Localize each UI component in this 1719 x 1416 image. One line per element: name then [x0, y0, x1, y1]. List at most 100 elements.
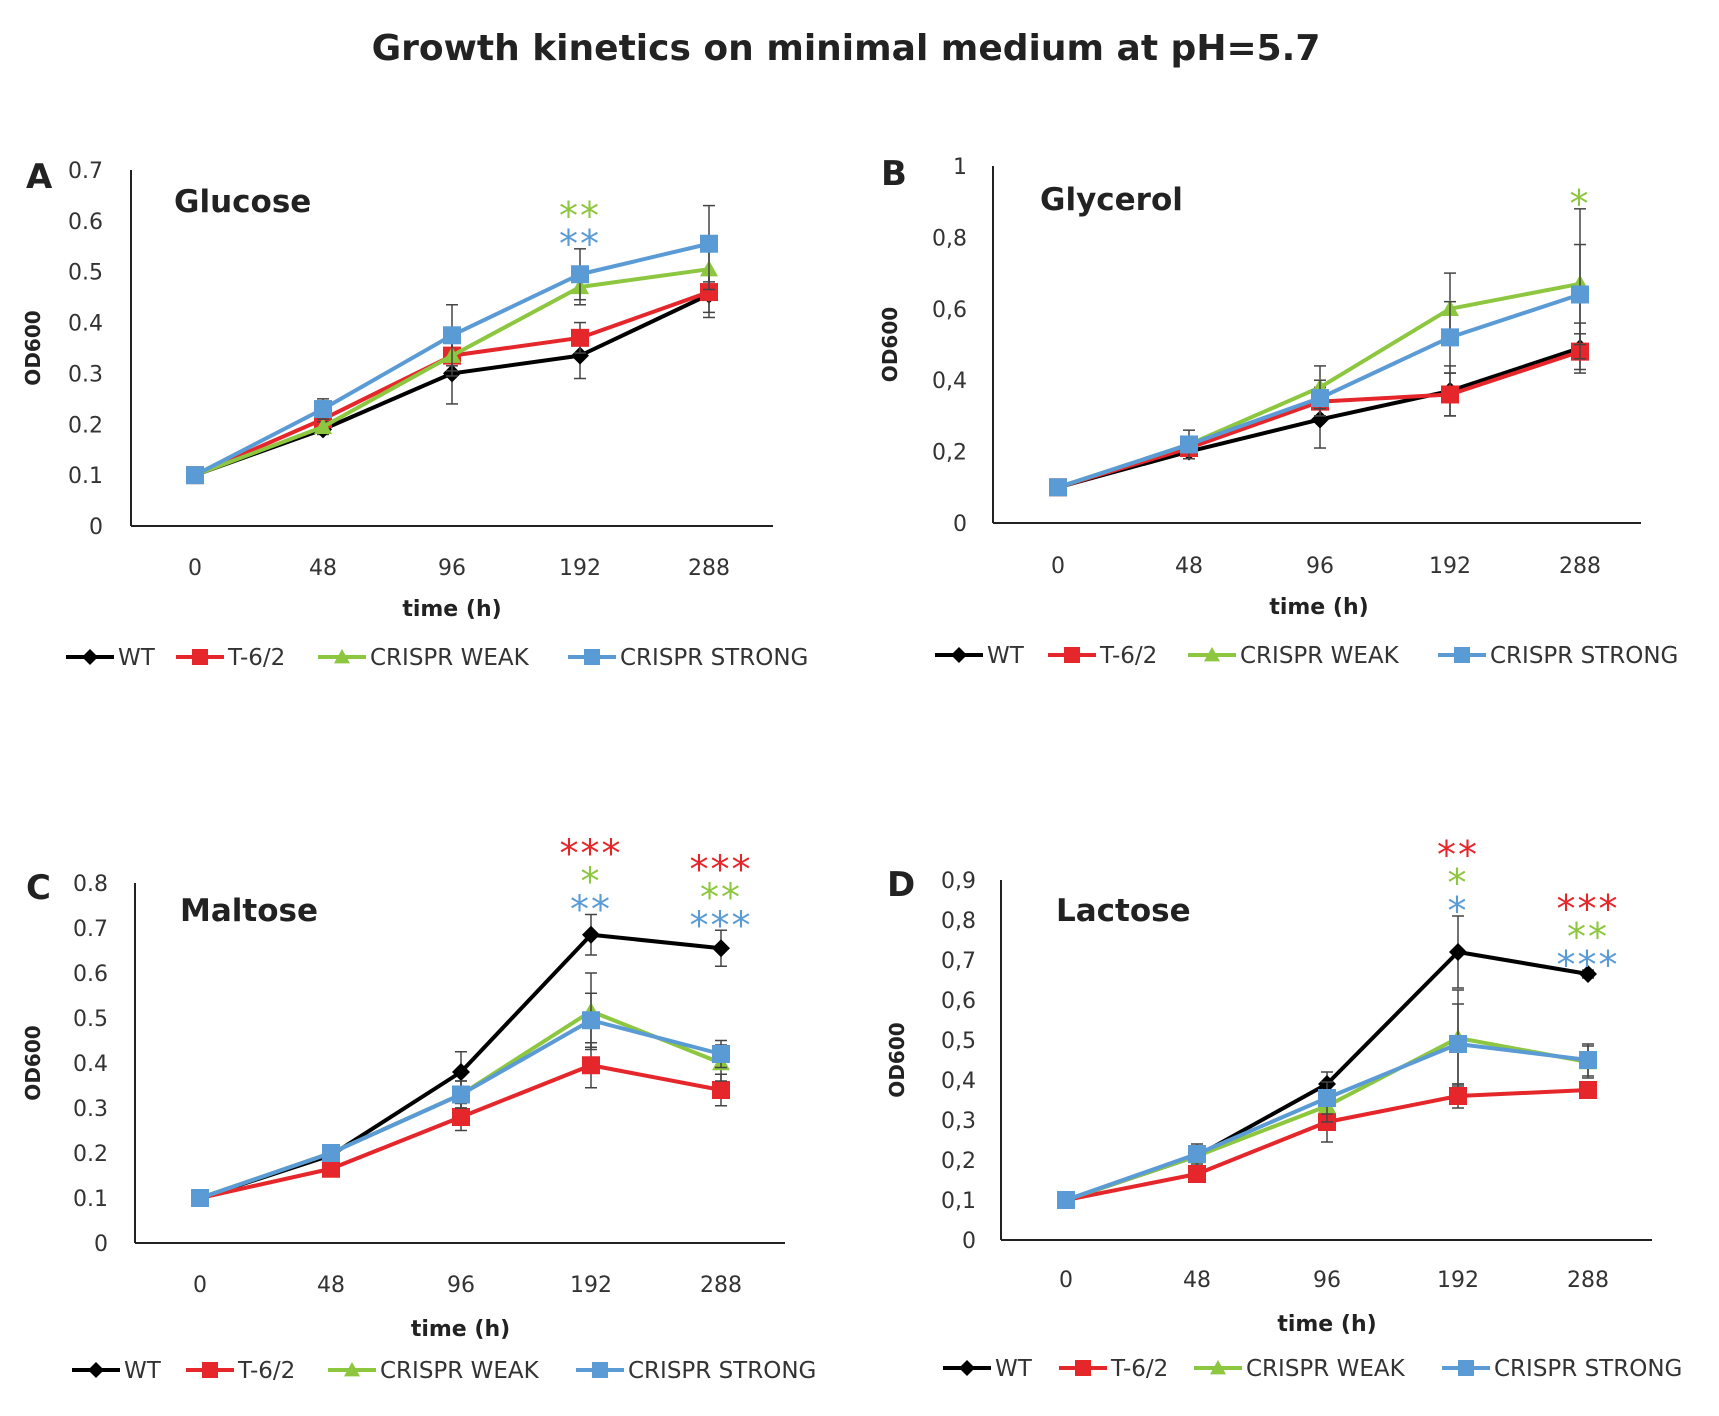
legend-label: T-6/2	[1099, 643, 1157, 669]
y-tick-label: 0.1	[73, 1187, 108, 1212]
y-axis-label: OD600	[878, 307, 902, 382]
x-tick-label: 48	[1183, 1268, 1211, 1293]
legend-item: T-6/2	[1048, 643, 1157, 669]
significance-marker: **	[559, 194, 601, 238]
y-tick-label: 0.7	[73, 917, 108, 942]
y-tick-label: 0.5	[73, 1007, 108, 1032]
y-tick-label: 0.2	[73, 1142, 108, 1167]
data-point	[700, 234, 718, 253]
panel-d: 0 0,1 0,2 0,3 0,4 0,5 0,6 0,7 0,8 0,9 0 48 96 192 288 t…	[885, 833, 1682, 1382]
series-crispr-strong	[1049, 243, 1589, 497]
y-tick-label: 0.3	[68, 362, 103, 387]
legend-label: CRISPR WEAK	[370, 645, 530, 671]
y-tick-label: 0,6	[932, 298, 967, 323]
panel-b: 0 0,2 0,4 0,6 0,8 1 0 48 96 192 288 time (h) OD600 B G…	[878, 154, 1678, 669]
y-tick-label: 0.8	[73, 872, 108, 897]
legend-item: CRISPR STRONG	[1442, 1356, 1682, 1382]
y-tick-label: 0,4	[932, 369, 967, 394]
legend-marker	[959, 1360, 975, 1376]
legend-item: T-6/2	[186, 1358, 295, 1384]
y-tick-label: 0.4	[68, 312, 103, 337]
legend-marker	[1454, 647, 1470, 663]
data-point	[571, 346, 589, 365]
x-axis-label: time (h)	[1277, 1312, 1376, 1337]
data-point	[1441, 328, 1459, 347]
legend-marker	[584, 649, 600, 665]
y-tick-label: 0,8	[941, 909, 976, 934]
legend-label: CRISPR WEAK	[1240, 643, 1400, 669]
data-point	[582, 925, 600, 944]
legend-marker	[592, 1362, 608, 1378]
y-tick-label: 0	[953, 512, 967, 537]
significance-marker: ***	[690, 903, 753, 947]
legend-label: WT	[124, 1358, 162, 1384]
y-axis-label: OD600	[21, 310, 45, 385]
legend-item: WT	[72, 1358, 162, 1384]
data-point	[452, 1063, 470, 1081]
panel-a: 0 0.1 0.2 0.3 0.4 0.5 0.6 0.7 0 48 96 192 288 time (h…	[21, 157, 808, 671]
data-point	[1311, 410, 1329, 429]
legend-marker	[1458, 1360, 1474, 1376]
legend-marker	[334, 649, 350, 664]
y-tick-label: 0,2	[941, 1149, 976, 1174]
significance-marker: ***	[1557, 943, 1620, 987]
y-tick-label: 0,2	[932, 441, 967, 466]
y-tick-label: 0,4	[941, 1069, 976, 1094]
x-axis-label: time (h)	[1269, 595, 1368, 620]
legend-marker	[1075, 1360, 1091, 1376]
legend-marker	[192, 649, 208, 665]
x-tick-label: 48	[317, 1273, 345, 1298]
significance-marker: **	[570, 888, 612, 932]
data-point	[1311, 389, 1329, 408]
x-tick-label: 0	[1051, 554, 1065, 579]
data-point	[582, 1056, 600, 1075]
x-axis-label: time (h)	[411, 1317, 510, 1342]
y-tick-label: 0.6	[73, 962, 108, 987]
y-tick-label: 0	[94, 1232, 108, 1257]
data-point	[322, 1144, 340, 1162]
y-tick-label: 0.3	[73, 1097, 108, 1122]
legend-label: CRISPR STRONG	[1494, 1356, 1682, 1382]
y-tick-label: 0,1	[941, 1189, 976, 1214]
x-tick-label: 288	[688, 556, 730, 581]
data-point	[452, 1085, 470, 1104]
data-point	[712, 939, 730, 958]
y-tick-label: 0,9	[941, 869, 976, 894]
legend-item: CRISPR WEAK	[1194, 1356, 1406, 1382]
legend-label: WT	[995, 1356, 1033, 1382]
data-point	[1057, 1191, 1075, 1209]
significance-marker: ***	[560, 832, 623, 876]
significance-marker: *	[1448, 861, 1469, 905]
data-point	[1579, 1051, 1597, 1069]
panel-letter: B	[881, 154, 907, 194]
data-point	[1188, 1165, 1206, 1183]
panel-title: Maltose	[180, 893, 318, 929]
data-point	[314, 417, 332, 435]
significance-marker: *	[1570, 182, 1591, 226]
data-point	[443, 326, 461, 345]
significance-marker: *	[581, 860, 602, 904]
x-tick-label: 0	[188, 556, 202, 581]
significance-marker: **	[700, 875, 742, 919]
data-point	[1579, 965, 1597, 983]
legend-label: T-6/2	[227, 645, 285, 671]
legend-label: CRISPR WEAK	[380, 1358, 540, 1384]
y-tick-label: 0,5	[941, 1029, 976, 1054]
y-tick-label: 0.7	[68, 159, 103, 184]
y-tick-label: 0.1	[68, 464, 103, 489]
legend-item: WT	[935, 643, 1025, 669]
legend-item: CRISPR WEAK	[328, 1358, 540, 1384]
data-point	[1441, 385, 1459, 404]
legend-marker	[1210, 1360, 1226, 1375]
y-tick-label: 0	[89, 515, 103, 540]
y-tick-label: 0.2	[68, 413, 103, 438]
legend-marker	[1204, 647, 1220, 662]
panel-letter: D	[887, 865, 915, 905]
panel-title: Glucose	[174, 184, 311, 220]
panel-c: 0 0.1 0.2 0.3 0.4 0.5 0.6 0.7 0.8 0 48 96 192 288 time…	[21, 832, 816, 1385]
legend-label: CRISPR WEAK	[1246, 1356, 1406, 1382]
y-tick-label: 0	[962, 1229, 976, 1254]
data-point	[712, 1081, 730, 1099]
legend-label: CRISPR STRONG	[628, 1358, 816, 1384]
